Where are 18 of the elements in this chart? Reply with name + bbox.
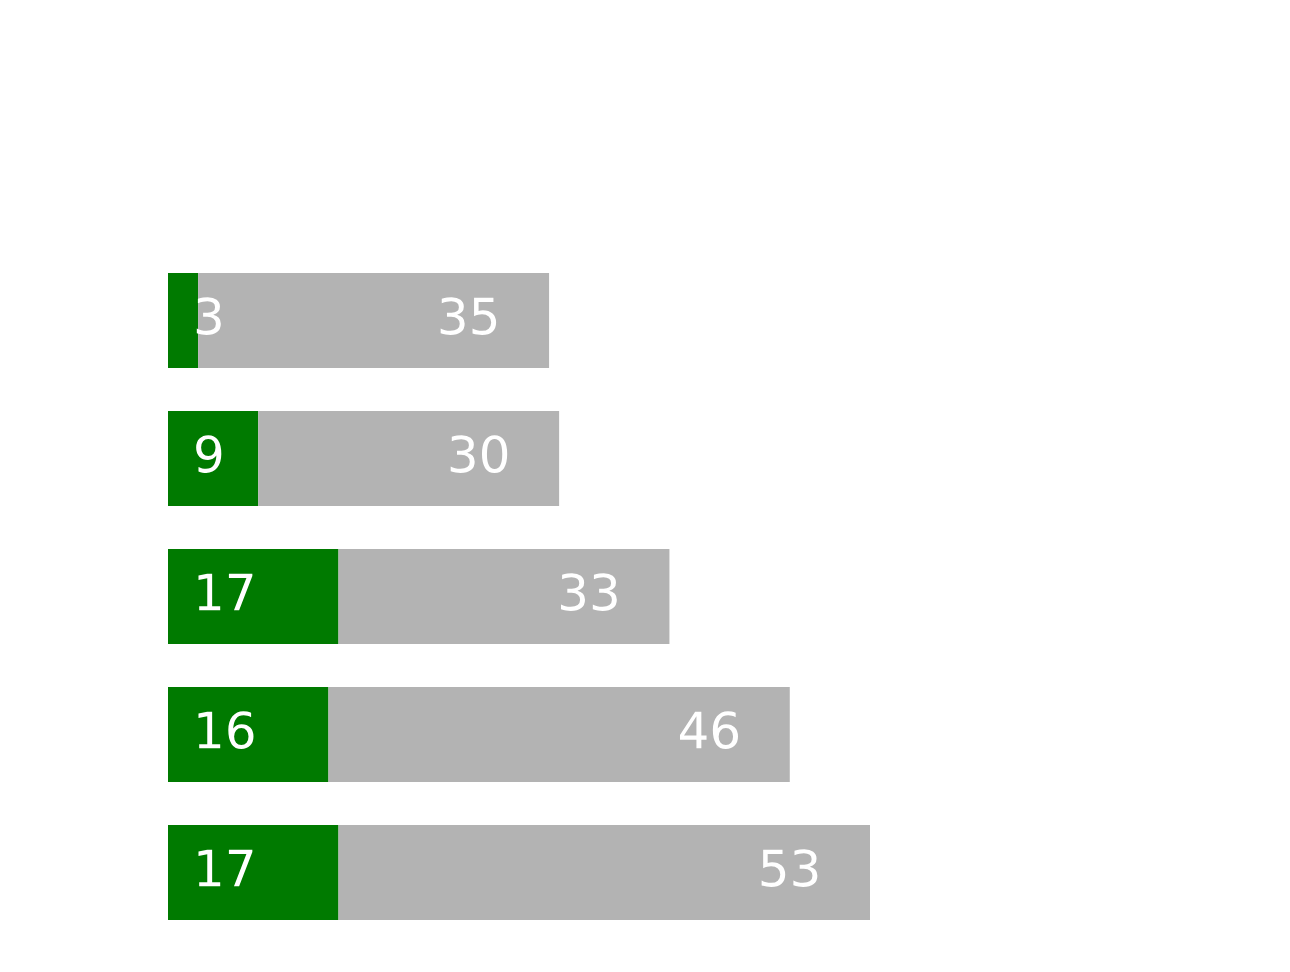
data-label: 16: [198, 711, 254, 750]
bar: [338, 824, 870, 921]
data-label: 35: [440, 297, 497, 336]
data-label: 17: [198, 849, 253, 887]
bar: [168, 410, 259, 507]
bar: [168, 824, 339, 921]
bar: [198, 272, 550, 369]
bar: [168, 686, 329, 783]
data-label: 33: [561, 573, 617, 612]
bar: [168, 548, 339, 645]
bar: [328, 686, 790, 783]
data-label: 17: [198, 573, 253, 611]
bar: [258, 410, 560, 507]
data-label: 53: [761, 849, 818, 888]
data-label: 46: [679, 711, 739, 750]
data-label: 30: [450, 435, 508, 474]
bar: [338, 548, 670, 645]
data-label: 9: [196, 435, 222, 474]
